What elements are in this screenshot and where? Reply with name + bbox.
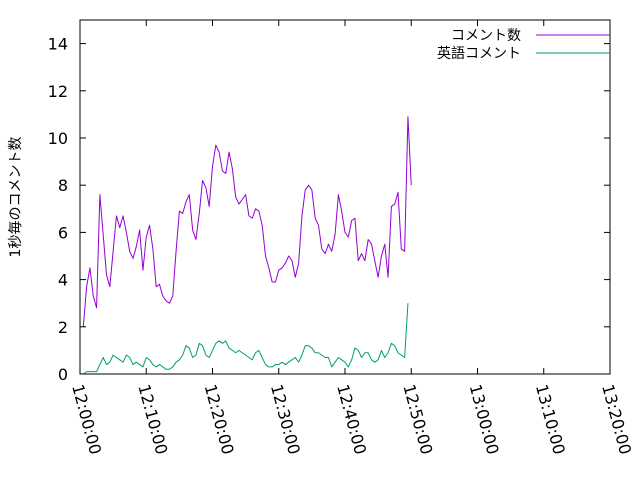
y-axis-label: 1秒毎のコメント数 (8, 137, 24, 258)
legend-label: コメント数 (451, 28, 521, 44)
series-line-1 (83, 303, 409, 375)
y-axis-ticks: 0 2 4 6 8 10 12 14 (48, 35, 610, 384)
y-tick-label: 12 (48, 82, 68, 101)
y-tick-label: 8 (58, 176, 68, 195)
y-tick-label: 10 (48, 129, 68, 148)
y-tick-label: 2 (58, 318, 68, 337)
y-tick-label: 6 (58, 223, 68, 242)
legend-label: 英語コメント (437, 45, 521, 62)
series-line-0 (82, 116, 412, 327)
y-tick-label: 4 (58, 271, 68, 290)
y-tick-label: 0 (58, 365, 68, 384)
y-tick-label: 14 (48, 35, 68, 54)
series-layer (82, 116, 412, 375)
